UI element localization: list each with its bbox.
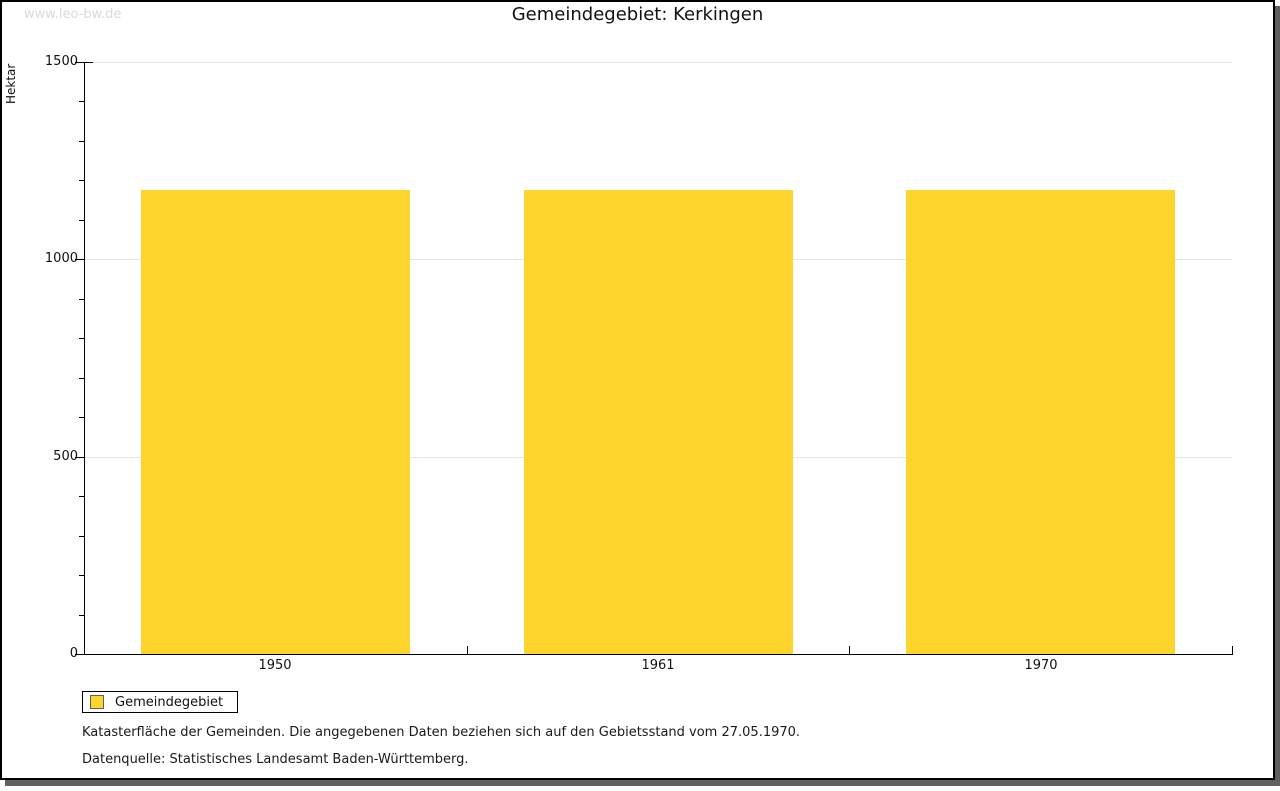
x-tick-label: 1970 — [1024, 658, 1058, 673]
y-tick-label: 500 — [53, 449, 78, 464]
y-minor-tick — [79, 378, 84, 379]
x-axis-end-tick — [1232, 646, 1233, 654]
y-minor-tick — [79, 536, 84, 537]
y-minor-tick — [79, 141, 84, 142]
y-minor-tick — [79, 615, 84, 616]
y-major-tick — [75, 62, 84, 63]
y-minor-tick — [79, 220, 84, 221]
page-title: Gemeindegebiet: Kerkingen — [511, 4, 764, 25]
y-minor-tick — [79, 101, 84, 102]
legend-label: Gemeindegebiet — [115, 694, 224, 710]
x-tick-label: 1950 — [258, 658, 292, 673]
bar — [141, 190, 410, 654]
legend: Gemeindegebiet — [82, 691, 239, 713]
x-axis — [84, 654, 1233, 655]
y-minor-tick — [79, 496, 84, 497]
legend-swatch — [90, 695, 104, 709]
x-tick-label: 1961 — [641, 658, 675, 673]
y-tick-label: 1500 — [44, 54, 78, 69]
x-boundary-tick — [467, 646, 468, 654]
y-axis — [84, 62, 85, 655]
y-minor-tick — [79, 299, 84, 300]
bar-chart: 0 500 1000 1500 1950 1961 1970 — [2, 2, 1273, 778]
y-major-tick — [75, 259, 84, 260]
y-major-tick — [75, 457, 84, 458]
y-minor-tick — [79, 180, 84, 181]
bar — [906, 190, 1175, 654]
gridline — [85, 62, 1232, 63]
bar — [524, 190, 793, 654]
y-tick-label: 0 — [69, 646, 78, 661]
footnote-source: Datenquelle: Statistisches Landesamt Bad… — [82, 752, 469, 767]
y-minor-tick — [79, 575, 84, 576]
x-boundary-tick — [849, 646, 850, 654]
y-major-tick — [75, 654, 84, 655]
y-minor-tick — [79, 417, 84, 418]
watermark-text: www.leo-bw.de — [24, 7, 122, 22]
y-axis-end-tick — [85, 62, 93, 63]
y-tick-label: 1000 — [44, 251, 78, 266]
footnote-description: Katasterfläche der Gemeinden. Die angege… — [82, 725, 801, 740]
y-minor-tick — [79, 338, 84, 339]
